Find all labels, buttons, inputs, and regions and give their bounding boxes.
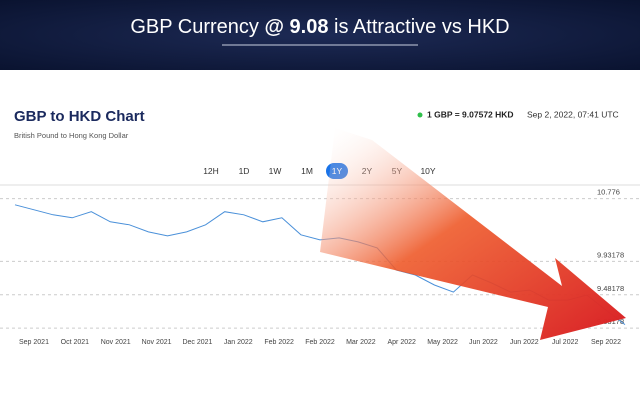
y-tick-label: 10.776	[597, 188, 620, 197]
banner	[0, 0, 640, 70]
title-part: @ 9.08	[264, 16, 328, 38]
x-tick-label: May 2022	[427, 339, 458, 346]
timestamp: Sep 2, 2022, 07:41 UTC	[527, 109, 619, 119]
x-tick-label: Dec 2021	[182, 339, 212, 346]
banner-title: GBP Currency @ 9.08 is Attractive vs HKD	[130, 16, 509, 38]
chart-title: GBP to HKD Chart	[14, 108, 145, 125]
range-button[interactable]: 1M	[301, 166, 313, 176]
y-tick-label: 9.93178	[597, 250, 624, 259]
title-part: is Attractive vs HKD	[328, 16, 509, 38]
range-button[interactable]: 1W	[269, 166, 282, 176]
live-dot	[417, 112, 423, 118]
range-button[interactable]: 1D	[239, 166, 250, 176]
y-tick-label: 9.48178	[597, 284, 624, 293]
range-button-label: 1M	[301, 166, 313, 176]
x-tick-label: Feb 2022	[264, 339, 294, 346]
quote: 1 GBP = 9.07572 HKD	[427, 109, 514, 119]
x-tick-label: Jun 2022	[469, 339, 498, 346]
range-button-label: 12H	[203, 166, 219, 176]
x-tick-label: Feb 2022	[305, 339, 335, 346]
chart-subtitle: British Pound to Hong Kong Dollar	[14, 131, 129, 140]
title-part: GBP Currency	[130, 16, 264, 38]
x-tick-label: Jan 2022	[224, 339, 253, 346]
range-button-label: 1D	[239, 166, 250, 176]
trend-arrow	[320, 128, 626, 340]
x-tick-label: Mar 2022	[346, 339, 376, 346]
x-tick-label: Oct 2021	[61, 339, 90, 346]
x-tick-label: Nov 2021	[101, 339, 131, 346]
range-button[interactable]: 12H	[203, 166, 219, 176]
x-tick-label: Jul 2022	[552, 339, 579, 346]
range-button-label: 10Y	[420, 166, 435, 176]
plot: 12H1D1W1M1Y2Y5Y10Y9.031789.481789.931781…	[0, 163, 640, 346]
range-button[interactable]: 10Y	[420, 166, 435, 176]
x-tick-label: Sep 2022	[591, 339, 621, 346]
range-button-label: 1W	[269, 166, 282, 176]
x-tick-label: Nov 2021	[142, 339, 172, 346]
x-tick-label: Apr 2022	[388, 339, 417, 346]
x-tick-label: Sep 2021	[19, 339, 49, 346]
x-tick-label: Jun 2022	[510, 339, 539, 346]
